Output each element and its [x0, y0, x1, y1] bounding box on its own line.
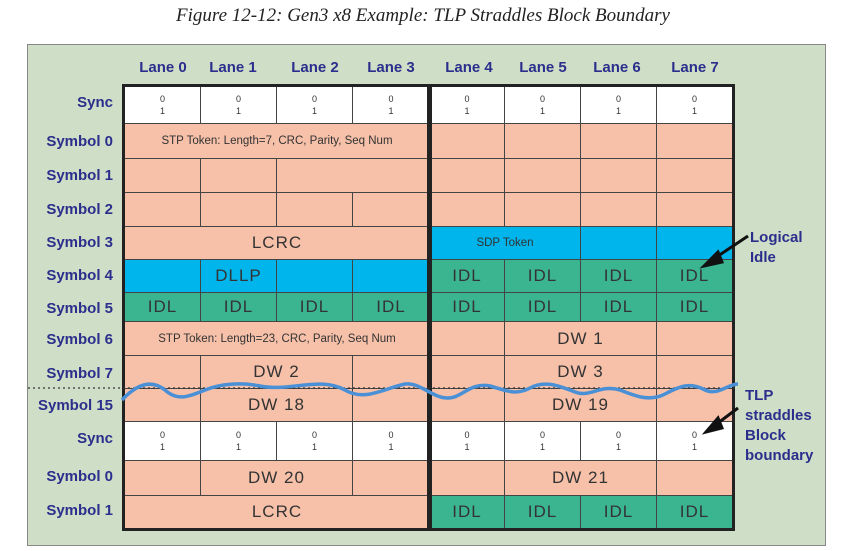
row-label: Sync — [77, 94, 113, 111]
row-label: Symbol 0 — [46, 468, 113, 485]
row-label: Symbol 1 — [46, 502, 113, 519]
empty-cell — [504, 158, 581, 193]
straddle-note: TLP straddles Block boundary — [745, 387, 814, 464]
lane-header: Lane 1 — [209, 59, 257, 76]
idl-cell: IDL — [429, 259, 505, 293]
lane-header: Lane 5 — [519, 59, 567, 76]
row-label: Symbol 15 — [37, 397, 113, 414]
row-label: Symbol 7 — [46, 365, 113, 382]
empty-cell — [352, 192, 430, 227]
dw-cell: DW 20 — [200, 460, 353, 496]
idl-cell: IDL — [276, 292, 353, 322]
sdp-token-cell: SDP Token — [429, 226, 581, 260]
idl-cell: IDL — [580, 495, 657, 529]
row-label: Symbol 6 — [46, 331, 113, 348]
lane-header: Lane 2 — [291, 59, 339, 76]
idl-cell: IDL — [124, 292, 201, 322]
row-label: Symbol 0 — [46, 133, 113, 150]
dllp-cell — [124, 259, 201, 293]
lane-header: Lane 7 — [671, 59, 719, 76]
idl-cell: IDL — [656, 259, 733, 293]
dw-cell: DW 1 — [504, 321, 657, 356]
logical-idle-note: Logical Idle — [750, 229, 803, 266]
idl-cell: IDL — [352, 292, 430, 322]
lcrc-cell: LCRC — [124, 495, 430, 529]
stp-token-cell: STP Token: Length=23, CRC, Parity, Seq N… — [124, 321, 430, 356]
break-wave-line — [120, 382, 739, 402]
empty-cell — [580, 123, 657, 159]
row-label: Sync — [77, 430, 113, 447]
empty-cell — [429, 192, 505, 227]
empty-cell — [429, 158, 505, 193]
empty-cell — [276, 158, 430, 193]
row-label: Symbol 3 — [46, 234, 113, 251]
arrow-logical-idle — [699, 234, 749, 269]
lane-header: Lane 4 — [445, 59, 493, 76]
lane-header: Lane 6 — [593, 59, 641, 76]
empty-cell — [580, 192, 657, 227]
figure-caption: Figure 12-12: Gen3 x8 Example: TLP Strad… — [176, 5, 670, 26]
dllp-cell — [352, 259, 430, 293]
empty-cell — [656, 321, 733, 356]
empty-cell — [656, 123, 733, 159]
row-label: Symbol 1 — [46, 167, 113, 184]
empty-cell — [656, 460, 733, 496]
row-label: Symbol 2 — [46, 201, 113, 218]
row-label: Symbol 4 — [46, 267, 113, 284]
stp-token-cell: STP Token: Length=7, CRC, Parity, Seq Nu… — [124, 123, 430, 159]
empty-cell — [124, 388, 201, 422]
empty-cell — [276, 192, 353, 227]
dw-cell: DW 3 — [504, 355, 657, 389]
lane-header: Lane 3 — [367, 59, 415, 76]
sdp-cell — [580, 226, 657, 260]
idl-cell: IDL — [656, 292, 733, 322]
idl-cell: IDL — [504, 292, 581, 322]
row-label: Symbol 5 — [46, 300, 113, 317]
idl-cell: IDL — [504, 259, 581, 293]
arrow-straddle — [701, 406, 739, 435]
lane-header: Lane 0 — [139, 59, 187, 76]
